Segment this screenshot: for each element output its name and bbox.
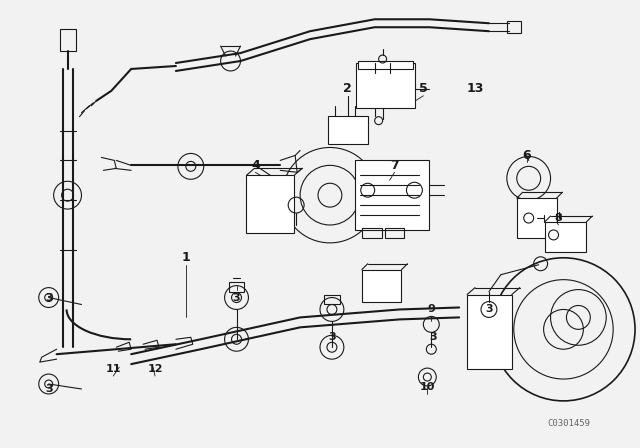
Bar bbox=[246, 175, 294, 233]
Bar bbox=[324, 294, 340, 305]
Bar bbox=[545, 222, 586, 252]
Text: 3: 3 bbox=[328, 332, 336, 342]
Text: 3: 3 bbox=[45, 293, 52, 302]
Bar bbox=[328, 116, 368, 143]
Text: 9: 9 bbox=[428, 305, 435, 314]
Bar bbox=[507, 21, 521, 33]
Text: 13: 13 bbox=[467, 82, 484, 95]
Text: 3: 3 bbox=[233, 293, 241, 302]
Bar bbox=[385, 228, 404, 238]
Bar bbox=[516, 198, 557, 238]
Text: 4: 4 bbox=[251, 159, 260, 172]
Text: 2: 2 bbox=[344, 82, 352, 95]
Text: 8: 8 bbox=[555, 213, 563, 223]
Text: 5: 5 bbox=[419, 82, 428, 95]
Text: 6: 6 bbox=[522, 149, 531, 162]
Bar bbox=[355, 160, 429, 230]
Text: 1: 1 bbox=[182, 251, 190, 264]
Bar bbox=[60, 29, 76, 51]
Bar bbox=[362, 270, 401, 302]
Text: 7: 7 bbox=[390, 159, 399, 172]
Text: 3: 3 bbox=[429, 332, 437, 342]
Text: C0301459: C0301459 bbox=[547, 419, 590, 428]
Bar bbox=[362, 228, 381, 238]
Bar bbox=[228, 282, 244, 292]
Text: 12: 12 bbox=[147, 364, 163, 374]
Text: 3: 3 bbox=[485, 305, 493, 314]
Bar bbox=[358, 61, 413, 69]
Text: 11: 11 bbox=[106, 364, 121, 374]
Bar bbox=[467, 294, 512, 369]
Text: 10: 10 bbox=[420, 382, 435, 392]
Text: 3: 3 bbox=[45, 384, 52, 394]
Bar bbox=[356, 63, 415, 108]
